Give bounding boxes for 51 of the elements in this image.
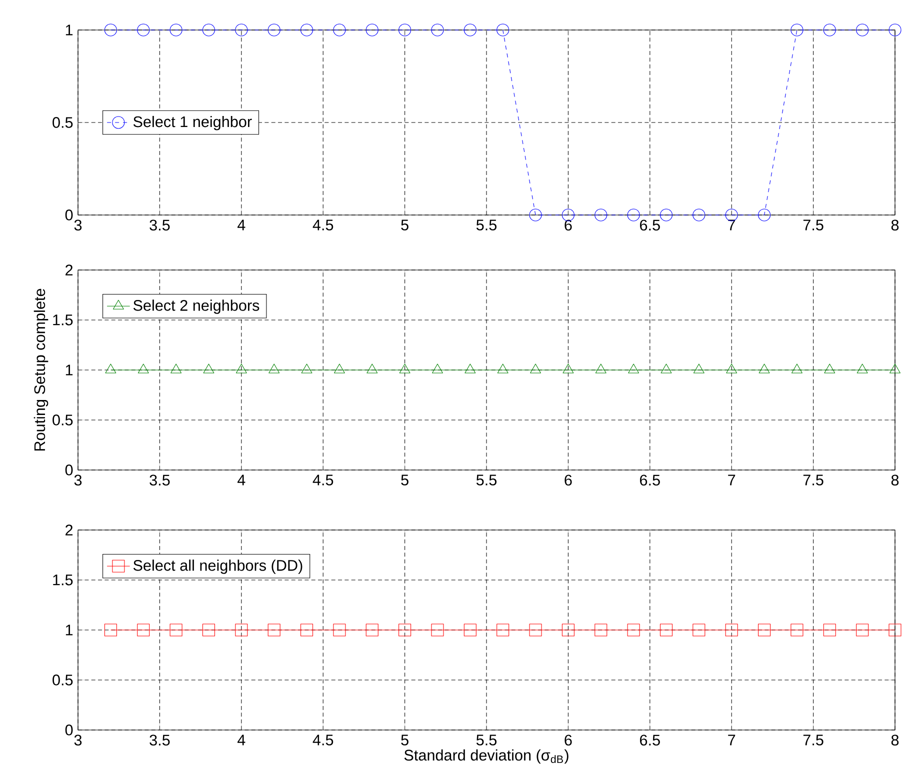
y-tick-label: 1.5 (53, 574, 73, 586)
y-tick-label: 1 (66, 624, 73, 636)
x-tick-label: 5.5 (476, 220, 497, 230)
y-tick-label: 2 (66, 524, 73, 536)
x-tick-label: 7.5 (803, 220, 824, 230)
x-tick-label: 7.5 (803, 734, 824, 746)
y-tick-label: 0 (65, 724, 73, 736)
x-tick-label: 5.5 (476, 734, 497, 746)
x-tick-label: 8 (891, 220, 899, 231)
x-tick-label: 5 (401, 220, 408, 230)
x-tick-label: 5.5 (476, 474, 497, 486)
x-tick-label: 7 (728, 220, 736, 230)
x-tick-label: 4.5 (312, 220, 334, 230)
x-tick-label: 4 (237, 474, 246, 486)
x-tick-label: 5 (401, 734, 408, 746)
legend-label: Select 1 neighbor (133, 116, 252, 130)
x-tick-label: 3 (74, 734, 82, 746)
x-tick-label: 3 (74, 474, 82, 486)
x-tick-label: 8 (891, 734, 899, 746)
y-tick-label: 0 (65, 210, 73, 220)
y-tick-label: 0 (65, 464, 73, 476)
y-tick-label: 1 (66, 24, 73, 36)
legend-label: Select 2 neighbors (133, 300, 260, 314)
y-tick-label: 0.5 (52, 674, 73, 686)
y-tick-label: 1.5 (53, 314, 73, 326)
x-tick-label: 3.5 (150, 474, 170, 486)
x-tick-label: 7 (728, 734, 736, 746)
x-tick-label: 6.5 (640, 220, 660, 231)
x-tick-label: 4.5 (312, 734, 334, 746)
x-tick-label: 5 (401, 474, 408, 486)
legend-label: Select all neighbors (DD) (133, 560, 302, 574)
x-tick-label: 3 (74, 220, 82, 231)
x-tick-label: 6 (564, 734, 572, 746)
x-tick-label: 3.5 (150, 220, 170, 231)
x-tick-label: 7.5 (803, 474, 824, 486)
x-tick-label: 6.5 (640, 734, 660, 746)
x-tick-label: 6.5 (640, 474, 660, 486)
x-tick-label: 3.5 (150, 734, 170, 746)
x-tick-label: 4.5 (312, 474, 334, 486)
x-axis-title: Standard deviation (σ$_{dB}$) (404, 749, 568, 764)
y-tick-label: 0.5 (52, 414, 73, 426)
x-tick-label: 6 (564, 220, 572, 231)
x-tick-label: 4 (237, 734, 246, 746)
y-tick-label: 1 (66, 364, 73, 376)
x-tick-label: 7 (728, 474, 736, 486)
x-tick-label: 6 (564, 474, 572, 486)
x-tick-label: 8 (891, 474, 899, 486)
y-axis-title: Routing Setup complete (34, 288, 48, 451)
y-tick-label: 2 (66, 264, 73, 276)
x-tick-label: 4 (237, 220, 246, 230)
y-tick-label: 0.5 (52, 117, 73, 128)
